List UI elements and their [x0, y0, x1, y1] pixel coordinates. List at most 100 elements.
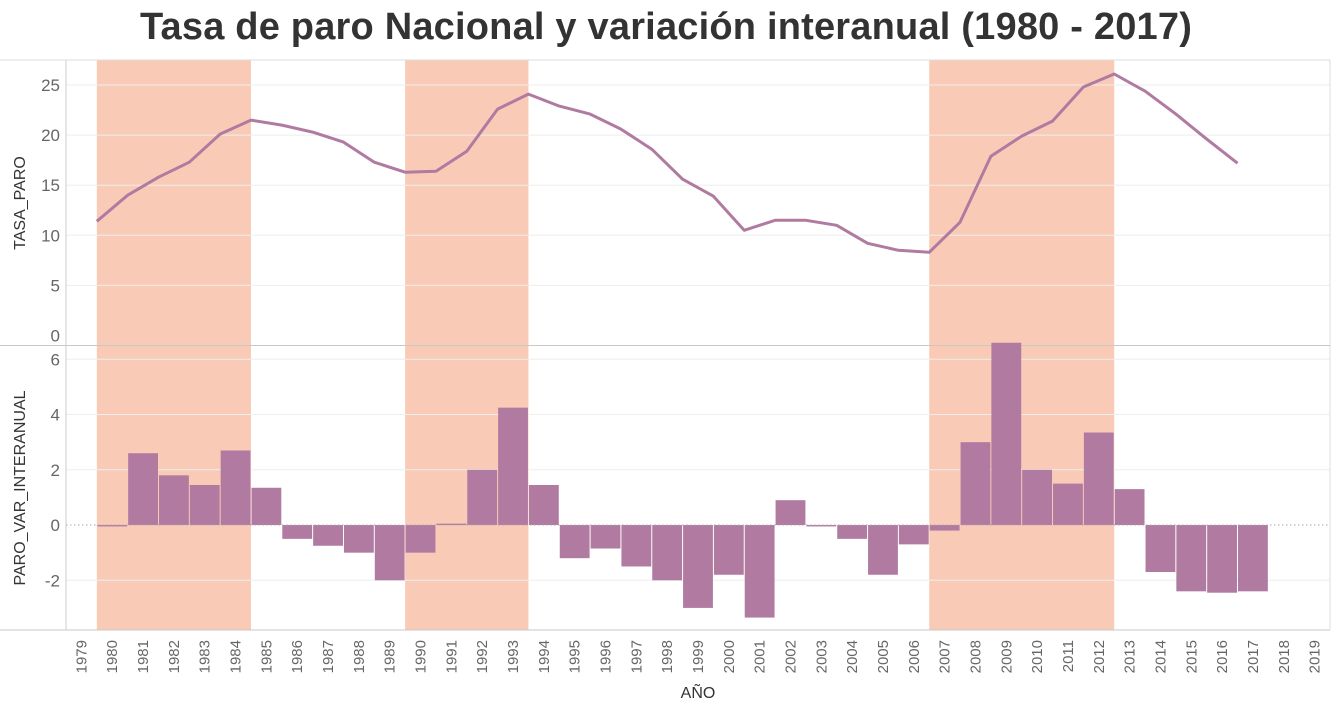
y-tick-label: 0 [51, 326, 60, 345]
x-tick-label: 1981 [135, 640, 152, 673]
bar [313, 525, 343, 546]
y-tick-label: 25 [41, 76, 60, 95]
bar [806, 525, 837, 527]
bar [1083, 432, 1114, 526]
bottom-y-ticks: -2 0 2 4 6 [45, 350, 60, 590]
bar [128, 453, 158, 526]
bar [1176, 525, 1207, 592]
bar [158, 475, 189, 526]
bar [775, 500, 806, 526]
x-tick-label: 2007 [937, 640, 954, 673]
x-tick-label: 1999 [690, 640, 707, 673]
bar [1022, 469, 1053, 526]
x-tick-label: 2015 [1183, 640, 1200, 673]
y-tick-label: 0 [51, 516, 60, 535]
bar [1114, 489, 1145, 526]
x-axis-label: AÑO [681, 682, 716, 702]
bottom-y-axis-label: PARO_VAR_INTERANUAL [12, 390, 29, 585]
y-tick-label: 6 [51, 350, 60, 369]
x-tick-label: 1985 [258, 640, 275, 673]
bar [713, 525, 744, 575]
y-tick-label: 15 [41, 176, 60, 195]
x-tick-label: 1997 [628, 640, 645, 673]
y-tick-label: 2 [51, 461, 60, 480]
chart-title: Tasa de paro Nacional y variación intera… [139, 6, 1193, 48]
y-tick-label: 4 [51, 406, 60, 425]
x-tick-label: 1995 [567, 640, 584, 673]
y-tick-label: -2 [45, 571, 60, 590]
x-tick-label: 2006 [906, 640, 923, 673]
x-tick-label: 1996 [598, 640, 615, 673]
x-tick-label: 2012 [1091, 640, 1108, 673]
bar [498, 407, 528, 526]
bar [590, 525, 621, 549]
bar [528, 484, 559, 526]
x-tick-label: 2005 [875, 640, 892, 673]
bar [1053, 483, 1083, 526]
bar [189, 484, 220, 526]
bar [868, 525, 898, 575]
x-tick-label: 1988 [351, 640, 368, 673]
unemployment-rate-line [95, 72, 1239, 254]
bar [220, 450, 251, 526]
x-tick-label: 2013 [1122, 640, 1139, 673]
bar [405, 525, 436, 553]
bar [1238, 525, 1268, 592]
x-tick-label: 2017 [1245, 640, 1262, 673]
x-tick-label: 1994 [536, 640, 553, 673]
x-tick-label: 2014 [1152, 640, 1169, 673]
x-tick-label: 2008 [968, 640, 985, 673]
x-tick-label: 2010 [1029, 640, 1046, 673]
bar [1207, 525, 1238, 593]
x-tick-label: 1990 [413, 640, 430, 673]
x-tick-label: 1989 [382, 640, 399, 673]
bar [467, 469, 498, 526]
bar [374, 525, 405, 581]
x-tick-label: 1980 [104, 640, 121, 673]
bar [251, 487, 282, 526]
x-tick-label: 1984 [228, 640, 245, 673]
bar [929, 525, 960, 531]
bar [991, 342, 1022, 526]
bar [282, 525, 313, 539]
x-tick-label: 1983 [197, 640, 214, 673]
variation-bars [97, 342, 1268, 618]
bar [960, 442, 991, 526]
x-tick-label: 1991 [443, 640, 460, 673]
x-tick-label: 1982 [166, 640, 183, 673]
x-tick-label: 2003 [813, 640, 830, 673]
top-y-axis-label: TASA_PARO [12, 156, 29, 250]
x-tick-label: 2018 [1276, 640, 1293, 673]
bar [343, 525, 374, 553]
bar [621, 525, 652, 567]
x-tick-label: 1979 [73, 640, 90, 673]
top-y-ticks: 0 5 10 15 20 25 [41, 76, 60, 345]
x-ticks: 1979 1980 1981 1982 1983 1984 1985 1986 1987 1988… [73, 640, 1323, 673]
chart-frame [0, 59, 1331, 631]
x-tick-label: 2009 [998, 640, 1015, 673]
bar [898, 525, 929, 545]
x-tick-label: 1998 [659, 640, 676, 673]
x-tick-label: 1987 [320, 640, 337, 673]
x-tick-label: 2002 [783, 640, 800, 673]
bar [559, 525, 590, 559]
x-tick-label: 2019 [1307, 640, 1324, 673]
bar [837, 525, 868, 539]
x-tick-label: 1993 [505, 640, 522, 673]
x-tick-label: 1992 [474, 640, 491, 673]
bar [436, 523, 467, 526]
x-tick-label: 2004 [844, 640, 861, 673]
bar [1145, 525, 1176, 572]
bar [683, 525, 713, 608]
x-tick-label: 1986 [289, 640, 306, 673]
y-tick-label: 5 [51, 276, 60, 295]
x-tick-label: 2011 [1060, 640, 1077, 672]
y-tick-label: 10 [41, 226, 60, 245]
bar [652, 525, 683, 581]
bar [97, 525, 128, 527]
bar [744, 525, 775, 618]
x-tick-label: 2001 [752, 640, 769, 673]
x-tick-label: 2000 [721, 640, 738, 673]
y-tick-label: 20 [41, 126, 60, 145]
